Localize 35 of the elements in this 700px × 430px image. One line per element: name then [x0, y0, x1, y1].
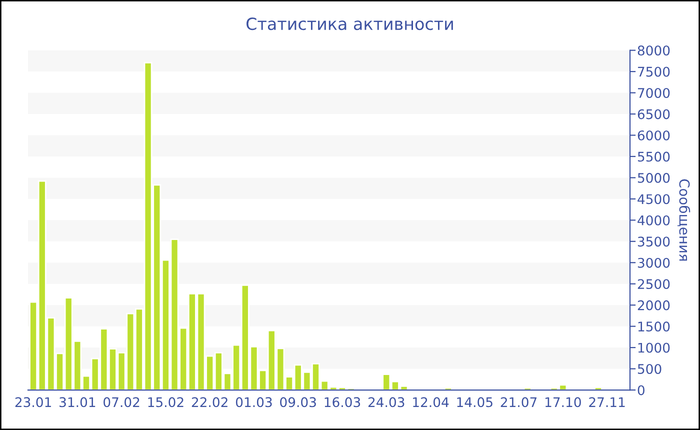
y-tick-label: 2000 [638, 300, 670, 310]
y-tick-label: 6000 [638, 130, 670, 140]
y-tick-label: 6500 [638, 109, 670, 120]
x-tick-label: 27.11 [589, 397, 625, 407]
bar [523, 387, 532, 390]
x-tick-label: 07.02 [104, 397, 140, 408]
x-tick-label: 12.04 [413, 397, 449, 408]
y-tick-label: 500 [638, 364, 662, 374]
y-tick-label: 3000 [638, 258, 670, 268]
y-axis-title: Сообщения [677, 179, 690, 261]
y-tick-label: 0 [638, 385, 644, 396]
y-tick-label: 4000 [638, 215, 670, 226]
x-tick-label: 17.10 [545, 397, 581, 408]
y-tick-label: 7500 [638, 66, 670, 77]
x-tick-label: 14.05 [457, 397, 492, 408]
x-tick-label: 21.07 [500, 397, 537, 408]
y-tick-label: 1000 [638, 342, 670, 353]
y-tick-label: 4500 [638, 194, 670, 204]
y-tick-label: 2500 [638, 279, 670, 290]
chart-title: Статистика активности [246, 17, 453, 30]
y-tick-label: 1500 [638, 322, 670, 332]
x-tick-label: 23.01 [15, 397, 51, 408]
x-tick-label: 22.02 [192, 397, 228, 408]
bar [444, 387, 452, 390]
y-tick-label: 5500 [638, 152, 670, 162]
x-tick-label: 16.03 [324, 397, 360, 408]
y-tick-label: 7000 [638, 88, 670, 98]
x-tick-label: 24.03 [368, 397, 404, 408]
x-tick-label: 15.02 [148, 397, 184, 408]
x-tick-label: 31.01 [60, 397, 96, 408]
y-tick-label: 3500 [638, 236, 670, 247]
x-tick-label: 09.03 [280, 397, 316, 408]
y-tick-label: 8000 [638, 46, 670, 56]
y-tick-label: 5000 [638, 172, 670, 183]
x-tick-label: 01.03 [236, 397, 272, 408]
